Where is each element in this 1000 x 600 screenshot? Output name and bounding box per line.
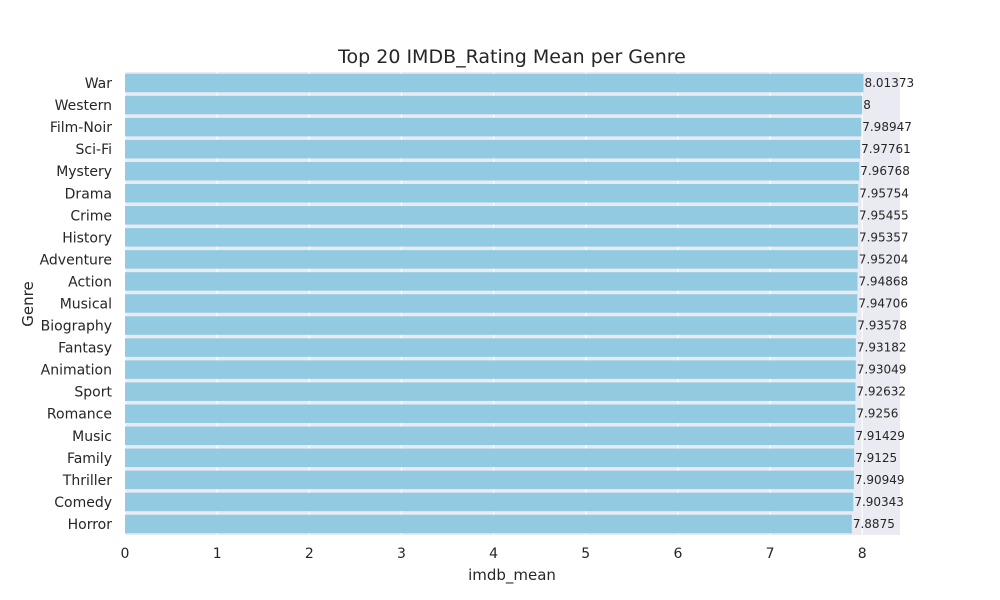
x-tick-label: 0 xyxy=(121,546,130,562)
bars xyxy=(125,73,864,534)
bar-value-label: 7.92632 xyxy=(856,385,906,399)
bar xyxy=(125,470,854,490)
y-tick-label: Animation xyxy=(41,363,112,379)
y-tick-label: Adventure xyxy=(40,252,112,268)
y-tick-label: Comedy xyxy=(54,495,112,511)
y-tick-label: Mystery xyxy=(56,164,112,180)
bar-value-label: 7.93049 xyxy=(857,363,907,377)
x-tick-label: 4 xyxy=(489,546,498,562)
x-tick-label: 2 xyxy=(305,546,314,562)
y-tick-label: Musical xyxy=(60,297,112,313)
y-tick-label: Film-Noir xyxy=(50,120,112,136)
y-tick-label: Horror xyxy=(68,517,113,533)
x-tick-label: 7 xyxy=(766,546,775,562)
bar xyxy=(125,492,854,512)
bar xyxy=(125,514,852,534)
bar-value-label: 7.93182 xyxy=(857,341,907,355)
y-tick-label: Biography xyxy=(41,319,112,335)
bar xyxy=(125,316,857,335)
bar-value-label: 7.93578 xyxy=(857,319,907,333)
bar xyxy=(125,338,856,357)
y-tick-label: Western xyxy=(55,98,112,114)
bar xyxy=(125,206,859,225)
bar-value-label: 7.9125 xyxy=(855,451,897,465)
bar xyxy=(125,228,858,247)
bar-value-label: 7.8875 xyxy=(853,517,895,531)
y-tick-labels: War Western Film-Noir Sci-Fi Mystery Drama Cri… xyxy=(40,76,113,533)
y-tick-label: Music xyxy=(72,429,112,445)
x-tick-label: 1 xyxy=(213,546,222,562)
x-tick-label: 8 xyxy=(858,546,867,562)
y-tick-label: Action xyxy=(68,274,112,290)
y-tick-label: Sport xyxy=(74,385,112,401)
x-tick-label: 5 xyxy=(581,546,590,562)
bar-value-label: 8 xyxy=(863,98,871,112)
y-tick-label: Fantasy xyxy=(58,341,112,357)
bar-value-label: 8.01373 xyxy=(864,76,914,90)
bar-value-label: 7.91429 xyxy=(855,429,905,443)
bar-value-labels: 8.01373 8 7.98947 7.97761 7.96768 7.95754 7.95… xyxy=(853,76,914,531)
x-tick-label: 3 xyxy=(397,546,406,562)
bar xyxy=(125,448,855,468)
y-tick-label: Family xyxy=(67,451,112,467)
bar-value-label: 7.95455 xyxy=(859,208,909,222)
bar xyxy=(125,250,858,269)
bar-value-label: 7.98947 xyxy=(862,120,912,134)
bar xyxy=(125,95,863,115)
bar xyxy=(125,73,864,93)
y-tick-label: Drama xyxy=(65,186,112,202)
y-tick-label: Romance xyxy=(47,407,112,423)
bar-value-label: 7.94706 xyxy=(858,297,908,311)
bar xyxy=(125,272,858,291)
x-tick-labels: 0 1 2 3 4 5 6 7 8 xyxy=(121,546,867,562)
bar-value-label: 7.90949 xyxy=(855,473,905,487)
bar xyxy=(125,117,862,137)
x-axis-label: imdb_mean xyxy=(468,566,556,585)
bar-value-label: 7.94868 xyxy=(858,274,908,288)
bar-value-label: 7.95754 xyxy=(859,186,909,200)
bar-value-label: 7.9256 xyxy=(856,407,898,421)
y-tick-label: Crime xyxy=(70,208,112,224)
bar xyxy=(125,360,856,379)
bar xyxy=(125,294,858,313)
chart-title: Top 20 IMDB_Rating Mean per Genre xyxy=(337,46,686,68)
y-tick-label: Sci-Fi xyxy=(76,142,112,158)
bar-value-label: 7.97761 xyxy=(861,142,911,156)
bar-value-label: 7.95357 xyxy=(859,230,909,244)
y-axis-label: Genre xyxy=(19,281,37,326)
y-tick-label: War xyxy=(85,76,113,92)
bar-value-label: 7.95204 xyxy=(859,252,909,266)
y-tick-label: History xyxy=(62,230,112,246)
x-tick-label: 6 xyxy=(673,546,682,562)
bar xyxy=(125,161,860,181)
bar xyxy=(125,382,856,401)
bar-value-label: 7.96768 xyxy=(860,164,910,178)
y-tick-label: Thriller xyxy=(62,473,112,489)
bar xyxy=(125,184,859,203)
bar xyxy=(125,426,855,446)
bar-value-label: 7.90343 xyxy=(854,495,904,509)
bar xyxy=(125,404,856,423)
bar xyxy=(125,139,861,159)
